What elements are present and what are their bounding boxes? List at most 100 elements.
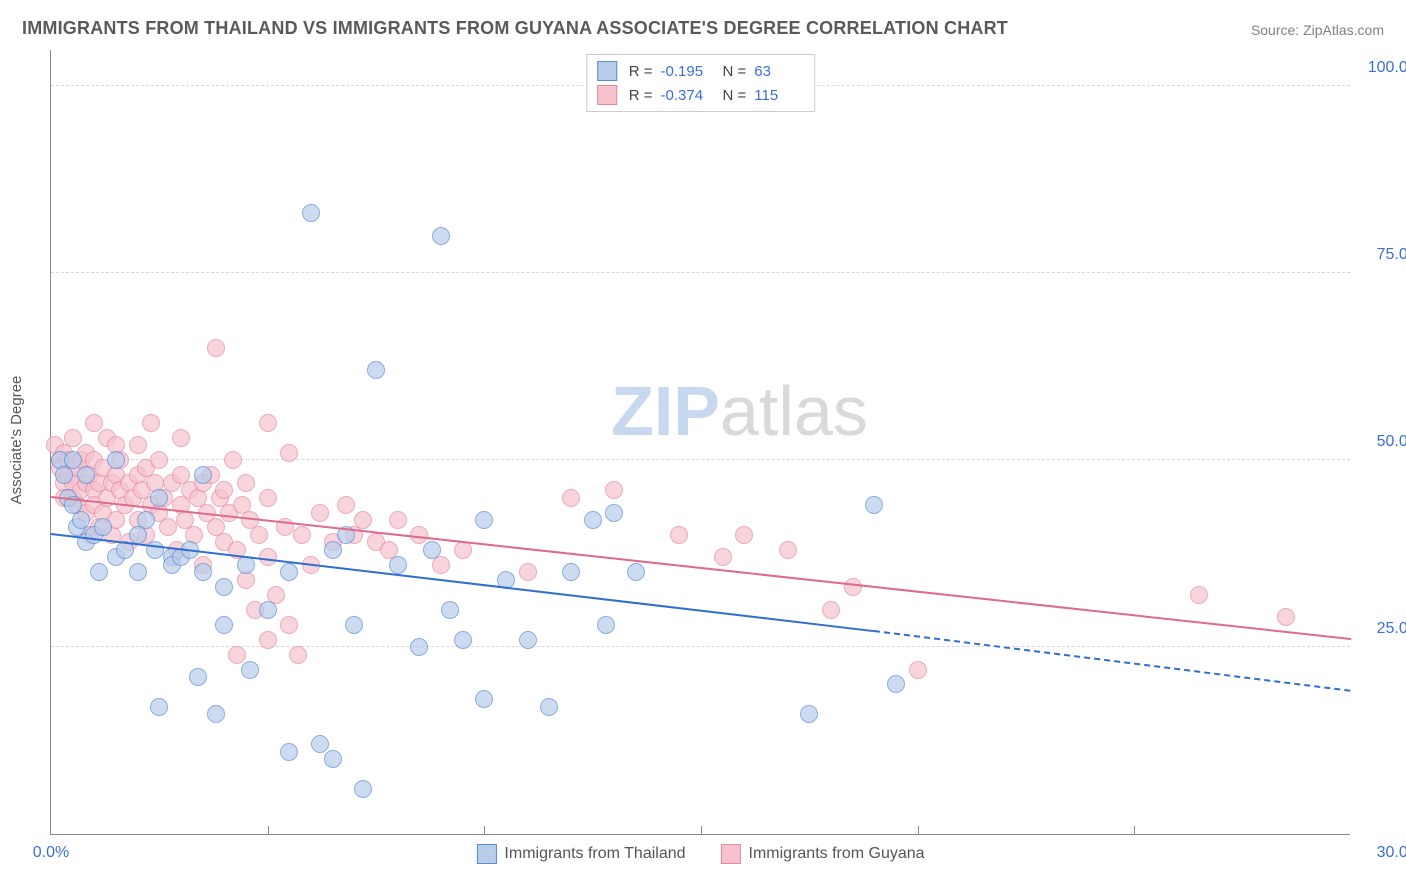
- x-tick: [1134, 826, 1135, 834]
- r-value-blue: -0.195: [661, 63, 711, 80]
- x-tick: [268, 826, 269, 834]
- data-point-guyana: [1277, 608, 1295, 626]
- data-point-guyana: [159, 518, 177, 536]
- data-point-guyana: [779, 541, 797, 559]
- r-value-pink: -0.374: [661, 87, 711, 104]
- data-point-guyana: [237, 474, 255, 492]
- data-point-thailand: [324, 750, 342, 768]
- data-point-thailand: [150, 489, 168, 507]
- data-point-thailand: [207, 705, 225, 723]
- swatch-pink-icon: [597, 85, 617, 105]
- data-point-guyana: [909, 661, 927, 679]
- data-point-guyana: [289, 646, 307, 664]
- data-point-guyana: [250, 526, 268, 544]
- data-point-thailand: [64, 451, 82, 469]
- data-point-thailand: [345, 616, 363, 634]
- data-point-guyana: [562, 489, 580, 507]
- data-point-thailand: [324, 541, 342, 559]
- legend-item-blue: Immigrants from Thailand: [476, 844, 685, 864]
- data-point-thailand: [887, 675, 905, 693]
- data-point-guyana: [129, 436, 147, 454]
- data-point-thailand: [189, 668, 207, 686]
- data-point-thailand: [410, 638, 428, 656]
- data-point-guyana: [354, 511, 372, 529]
- x-tick: [701, 826, 702, 834]
- data-point-guyana: [293, 526, 311, 544]
- data-point-guyana: [844, 578, 862, 596]
- data-point-thailand: [865, 496, 883, 514]
- data-point-guyana: [1190, 586, 1208, 604]
- data-point-thailand: [597, 616, 615, 634]
- data-point-thailand: [584, 511, 602, 529]
- data-point-thailand: [475, 690, 493, 708]
- data-point-thailand: [540, 698, 558, 716]
- data-point-guyana: [142, 414, 160, 432]
- data-point-guyana: [822, 601, 840, 619]
- x-min-label: 0.0%: [33, 844, 69, 862]
- data-point-thailand: [432, 227, 450, 245]
- stats-row-blue: R = -0.195 N = 63: [597, 59, 805, 83]
- data-point-thailand: [107, 451, 125, 469]
- y-axis-label: Associate's Degree: [8, 376, 25, 505]
- gridline: [51, 272, 1350, 273]
- watermark-atlas: atlas: [720, 372, 868, 450]
- x-tick: [918, 826, 919, 834]
- data-point-guyana: [224, 451, 242, 469]
- data-point-guyana: [172, 429, 190, 447]
- y-tick-label: 75.0%: [1357, 246, 1406, 264]
- data-point-thailand: [605, 504, 623, 522]
- data-point-thailand: [280, 743, 298, 761]
- x-tick: [484, 826, 485, 834]
- data-point-guyana: [85, 414, 103, 432]
- stats-row-pink: R = -0.374 N = 115: [597, 83, 805, 107]
- swatch-blue-icon: [597, 61, 617, 81]
- watermark-zip: ZIP: [611, 372, 720, 450]
- data-point-thailand: [800, 705, 818, 723]
- data-point-thailand: [423, 541, 441, 559]
- data-point-thailand: [215, 616, 233, 634]
- data-point-guyana: [64, 429, 82, 447]
- series-label-pink: Immigrants from Guyana: [749, 845, 925, 863]
- data-point-thailand: [454, 631, 472, 649]
- series-label-blue: Immigrants from Thailand: [504, 845, 685, 863]
- series-legend: Immigrants from Thailand Immigrants from…: [476, 844, 924, 864]
- watermark: ZIPatlas: [611, 371, 868, 451]
- source-attribution: Source: ZipAtlas.com: [1251, 22, 1384, 38]
- trendline-thailand-extrapolated: [874, 630, 1351, 692]
- data-point-guyana: [519, 563, 537, 581]
- data-point-guyana: [714, 548, 732, 566]
- n-label: N =: [723, 87, 747, 104]
- data-point-thailand: [562, 563, 580, 581]
- chart-title: IMMIGRANTS FROM THAILAND VS IMMIGRANTS F…: [22, 18, 1008, 39]
- data-point-guyana: [280, 444, 298, 462]
- data-point-thailand: [367, 361, 385, 379]
- data-point-thailand: [129, 563, 147, 581]
- legend-item-pink: Immigrants from Guyana: [721, 844, 925, 864]
- data-point-thailand: [519, 631, 537, 649]
- swatch-pink-icon: [721, 844, 741, 864]
- x-max-label: 30.0%: [1357, 844, 1406, 862]
- data-point-guyana: [259, 414, 277, 432]
- data-point-thailand: [354, 780, 372, 798]
- data-point-thailand: [259, 601, 277, 619]
- n-value-pink: 115: [754, 87, 804, 104]
- data-point-thailand: [302, 204, 320, 222]
- gridline: [51, 459, 1350, 460]
- data-point-guyana: [670, 526, 688, 544]
- data-point-guyana: [311, 504, 329, 522]
- data-point-thailand: [94, 518, 112, 536]
- n-label: N =: [723, 63, 747, 80]
- data-point-guyana: [259, 489, 277, 507]
- data-point-guyana: [228, 646, 246, 664]
- data-point-thailand: [137, 511, 155, 529]
- r-label: R =: [629, 63, 653, 80]
- data-point-thailand: [475, 511, 493, 529]
- data-point-thailand: [90, 563, 108, 581]
- data-point-guyana: [389, 511, 407, 529]
- data-point-guyana: [735, 526, 753, 544]
- data-point-thailand: [72, 511, 90, 529]
- data-point-thailand: [389, 556, 407, 574]
- stats-legend: R = -0.195 N = 63 R = -0.374 N = 115: [586, 54, 816, 112]
- scatter-plot-area: ZIPatlas R = -0.195 N = 63 R = -0.374 N …: [50, 50, 1350, 835]
- data-point-guyana: [207, 339, 225, 357]
